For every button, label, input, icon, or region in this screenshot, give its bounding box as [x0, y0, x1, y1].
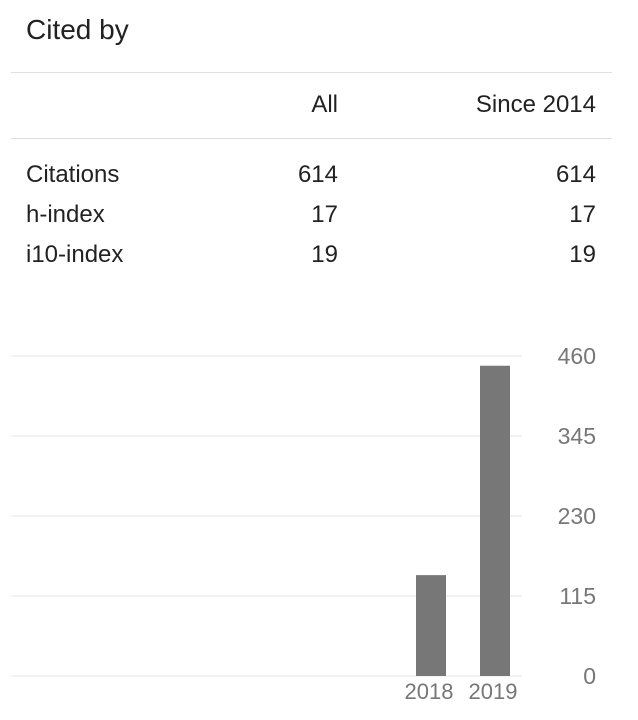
row-label[interactable]: Citations	[26, 161, 120, 188]
divider-header	[11, 138, 612, 139]
bar-2019[interactable]	[480, 365, 510, 676]
row-label[interactable]: h-index	[26, 201, 105, 228]
panel-title: Cited by	[26, 14, 129, 45]
column-header-since[interactable]: Since 2014	[475, 91, 596, 118]
y-tick-label: 460	[558, 343, 596, 369]
y-tick-label: 0	[583, 663, 596, 689]
row-value-since: 17	[569, 201, 596, 228]
row-value-all: 614	[297, 161, 338, 188]
y-tick-label: 230	[558, 503, 596, 529]
row-value-all: 17	[311, 201, 338, 228]
bar-2018[interactable]	[416, 575, 446, 676]
row-value-since: 614	[555, 161, 596, 188]
x-tick-label-2019: 2019	[469, 679, 518, 704]
y-tick-label: 345	[558, 423, 596, 449]
divider-top	[11, 72, 612, 73]
column-header-all[interactable]: All	[311, 91, 338, 118]
x-tick-label-2018: 2018	[405, 679, 454, 704]
citations-bar-chart: 460 345 230 115 0 2018 2019	[11, 343, 596, 704]
row-label[interactable]: i10-index	[26, 241, 124, 268]
row-value-since: 19	[569, 241, 596, 268]
row-value-all: 19	[311, 241, 338, 268]
y-tick-label: 115	[559, 583, 596, 609]
